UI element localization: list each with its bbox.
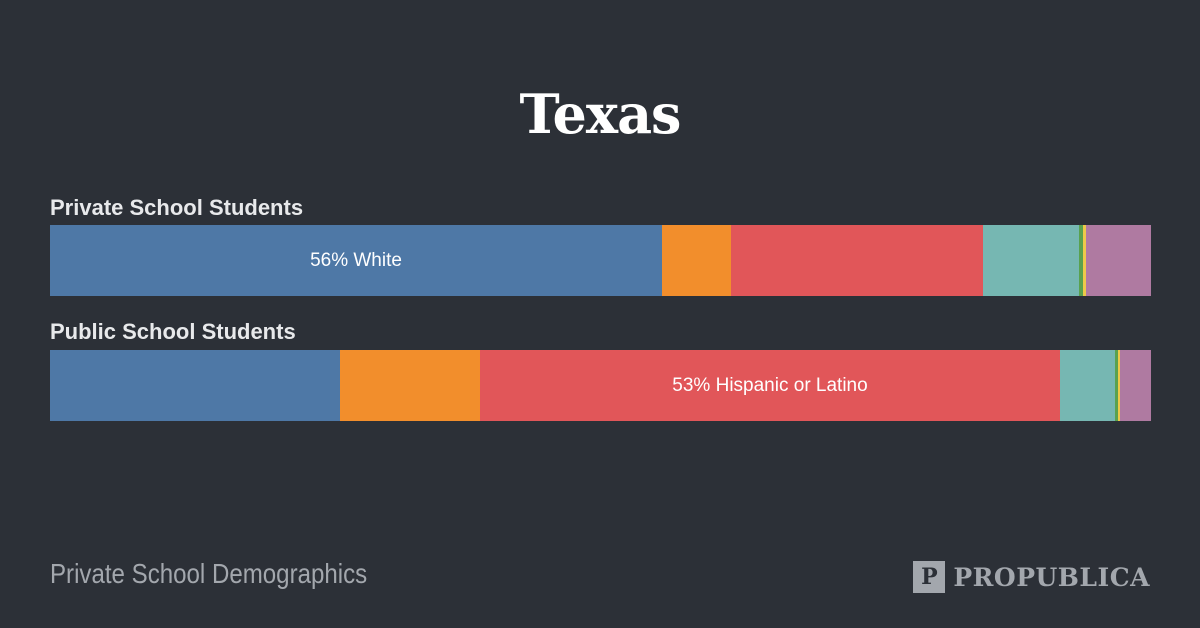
bar-segment — [50, 350, 340, 421]
footer-caption: Private School Demographics — [50, 558, 368, 589]
bar-segment — [662, 225, 731, 296]
segment-label: 56% White — [310, 249, 402, 271]
bar-segment — [1083, 225, 1086, 296]
chart-title: Texas — [519, 82, 682, 146]
private-row-label: Private School Students — [50, 195, 304, 220]
segment-label: 53% Hispanic or Latino — [672, 374, 868, 396]
bar-segment — [1079, 225, 1083, 296]
propublica-logo-icon: P — [913, 561, 946, 593]
propublica-logo-text: PROPUBLICA — [953, 562, 1150, 592]
bar-segment — [1115, 350, 1118, 421]
bar-segment — [731, 225, 983, 296]
bar-segment: 53% Hispanic or Latino — [480, 350, 1060, 421]
public-stacked-bar: 53% Hispanic or Latino — [50, 350, 1151, 421]
bar-segment — [983, 225, 1079, 296]
bar-segment — [340, 350, 480, 421]
bar-segment — [1086, 225, 1151, 296]
bar-segment — [1060, 350, 1115, 421]
bar-segment: 56% White — [50, 225, 662, 296]
bar-segment — [1118, 350, 1120, 421]
private-stacked-bar: 56% White — [50, 225, 1151, 296]
propublica-logo[interactable]: P PROPUBLICA — [913, 561, 1150, 593]
bar-segment — [1120, 350, 1151, 421]
public-row-label: Public School Students — [50, 319, 296, 344]
